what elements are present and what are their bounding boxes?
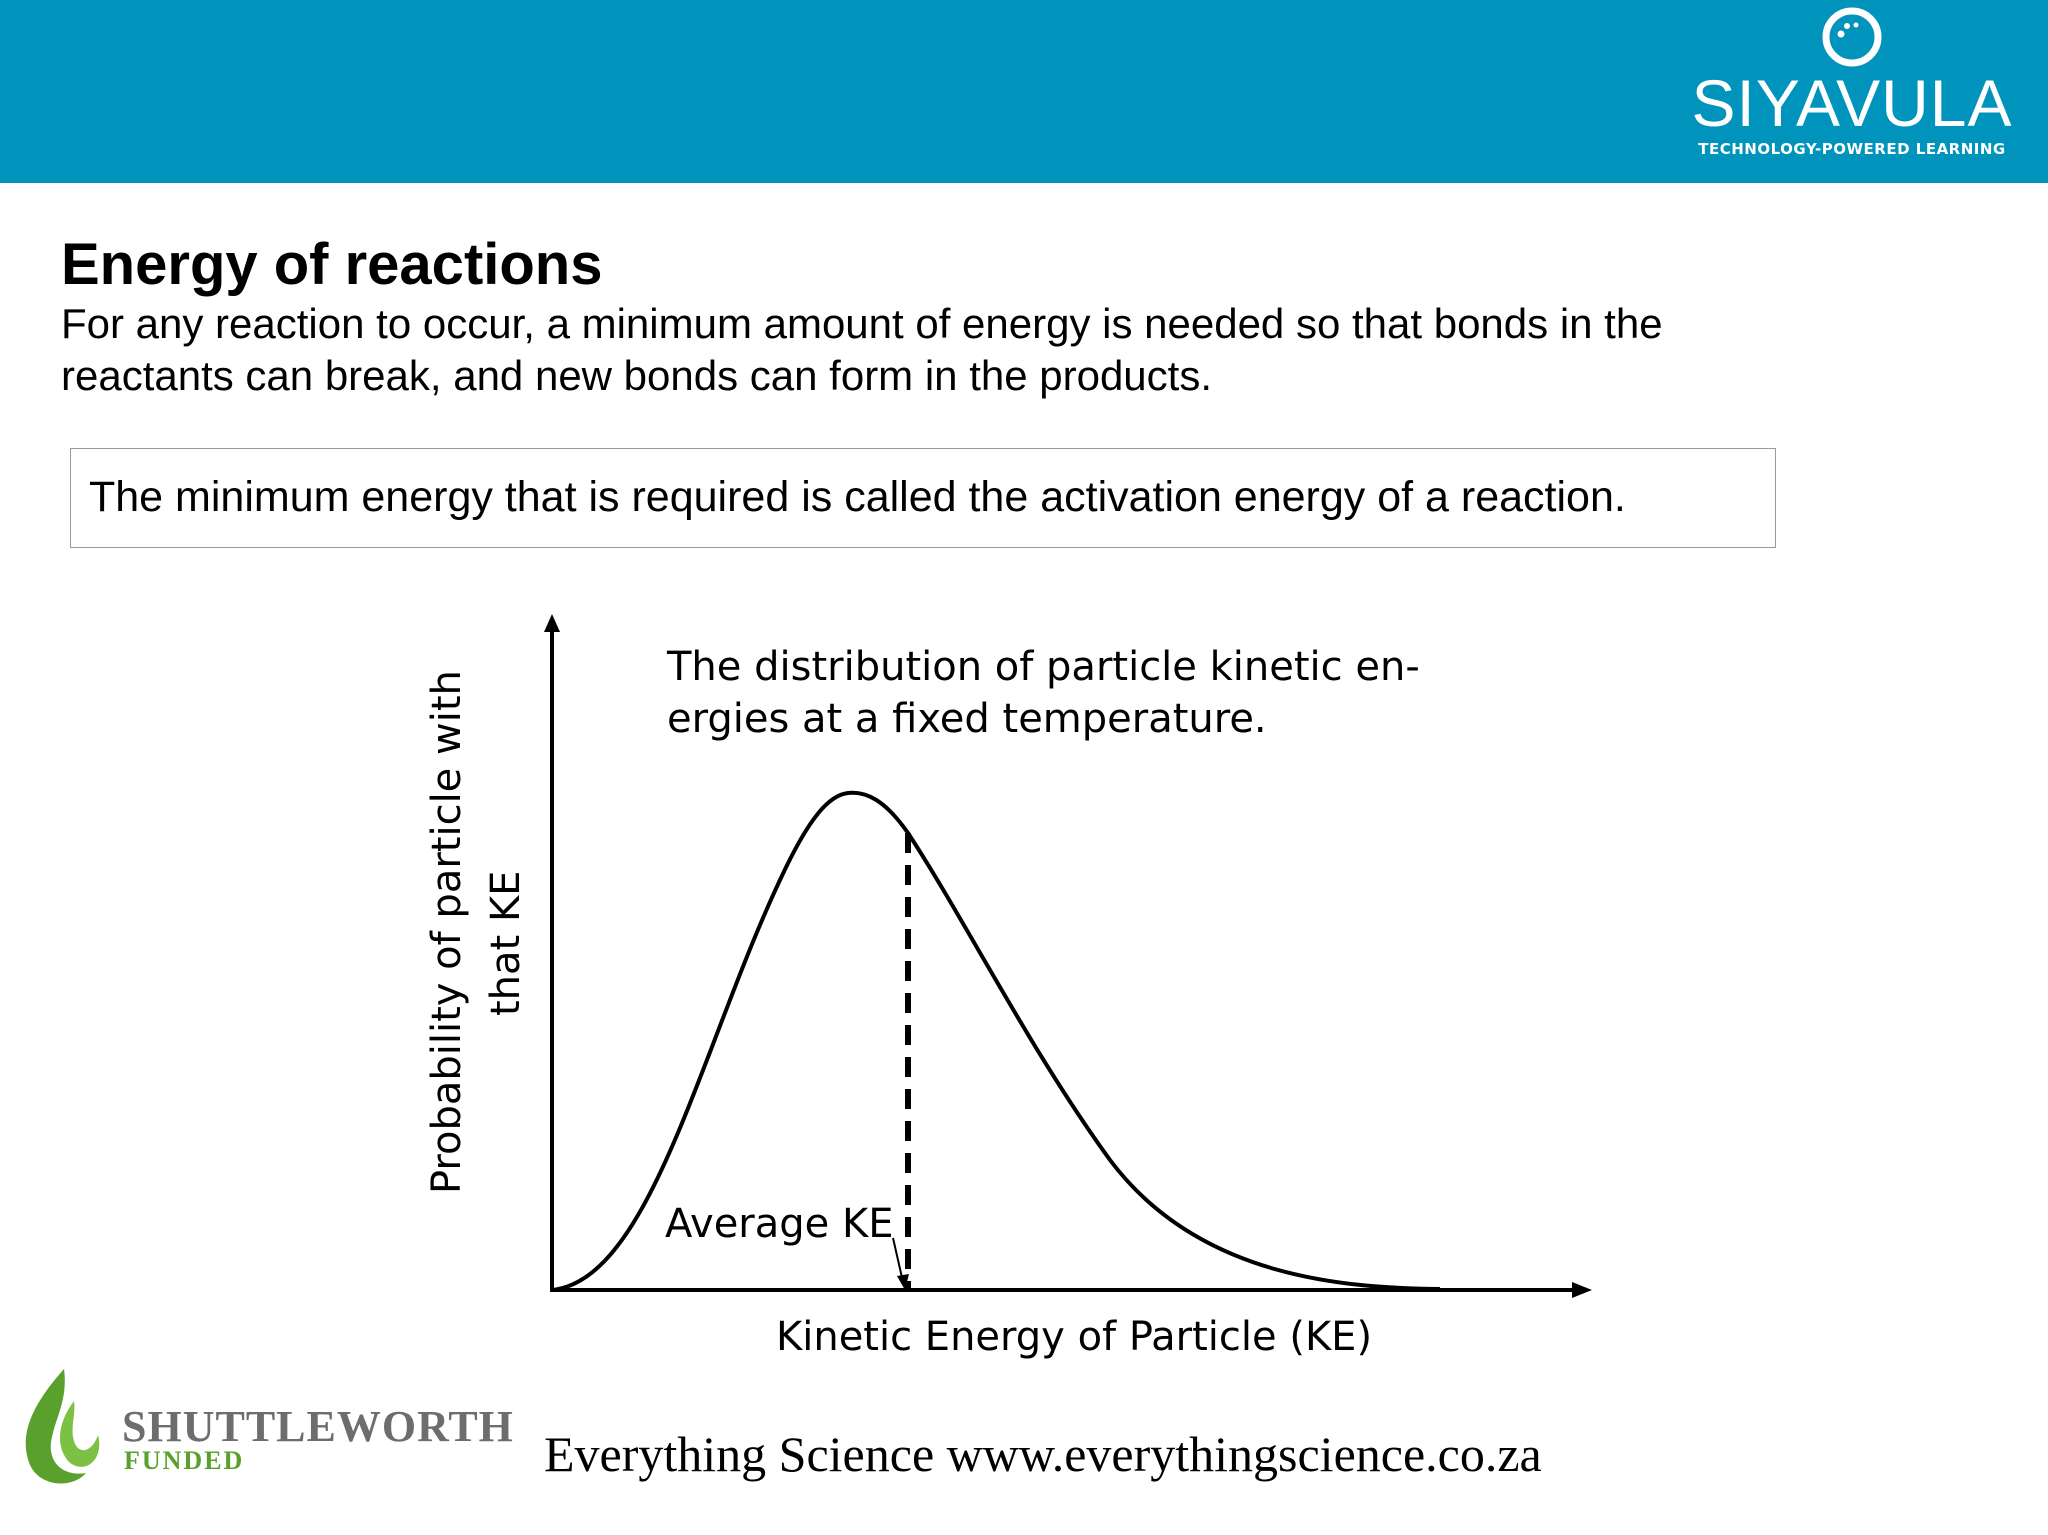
slide-title: Energy of reactions [61, 232, 603, 297]
x-axis-arrow [1572, 1282, 1592, 1298]
average-ke-label: Average KE [665, 1201, 893, 1247]
y-axis-label-line2: that KE [483, 871, 529, 1016]
flame-leaf-icon [25, 1369, 100, 1484]
shuttleworth-logo: SHUTTLEWORTH FUNDED [12, 1365, 513, 1495]
footer-site-text: Everything Science www.everythingscience… [544, 1426, 1542, 1482]
distribution-curve [551, 790, 1441, 1292]
siyavula-ring-icon [1822, 7, 1882, 67]
logo-name: SIYAVULA [1691, 66, 2013, 140]
y-axis-label-line1: Probability of particle with [424, 670, 470, 1194]
figure-caption-line2: ergies at a fixed temperature. [667, 696, 1267, 742]
average-ke-pointer [892, 1237, 904, 1283]
slide-intro: For any reaction to occur, a minimum amo… [61, 300, 1663, 399]
definition-box: The minimum energy that is required is c… [70, 448, 1776, 548]
header-bar: SIYAVULA TECHNOLOGY-POWERED LEARNING [0, 0, 2048, 183]
y-axis-arrow [544, 614, 560, 632]
sponsor-status: FUNDED [124, 1446, 245, 1475]
figure-caption-line1: The distribution of particle kinetic en- [666, 644, 1420, 690]
average-ke-pointer-head [897, 1274, 909, 1290]
x-axis-label: Kinetic Energy of Particle (KE) [776, 1314, 1372, 1360]
definition-text: The minimum energy that is required is c… [89, 473, 1626, 521]
sponsor-name: SHUTTLEWORTH [122, 1402, 514, 1451]
siyavula-logo: SIYAVULA TECHNOLOGY-POWERED LEARNING [1682, 6, 2022, 158]
logo-tagline: TECHNOLOGY-POWERED LEARNING [1698, 140, 2006, 158]
